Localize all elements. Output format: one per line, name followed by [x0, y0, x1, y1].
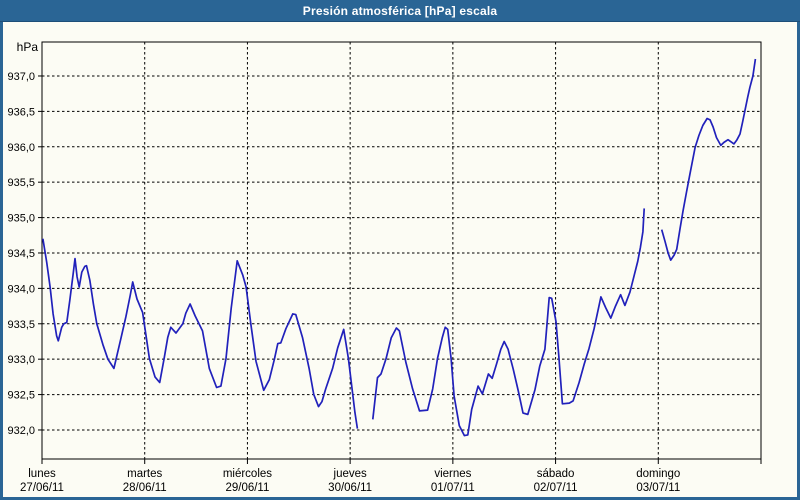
- y-tick-label: 932,0: [7, 425, 35, 437]
- day-date-label: 30/06/11: [328, 482, 372, 494]
- window-title: Presión atmosférica [hPa] escala: [302, 3, 498, 18]
- y-tick-label: 933,0: [7, 354, 35, 366]
- y-tick-label: 934,5: [7, 248, 35, 260]
- chart-area: [3, 22, 797, 497]
- day-date-label: 28/06/11: [123, 482, 167, 494]
- day-name-label: lunes: [28, 468, 56, 480]
- day-name-label: viernes: [434, 468, 471, 480]
- pressure-line: [660, 58, 757, 261]
- y-tick-label: 932,5: [7, 390, 35, 402]
- y-tick-label: 936,5: [7, 106, 35, 118]
- y-tick-label: 937,0: [7, 71, 35, 83]
- day-name-label: martes: [127, 468, 162, 480]
- y-tick-label: 935,5: [7, 177, 35, 189]
- y-tick-label: 935,0: [7, 213, 35, 225]
- day-date-label: 27/06/11: [20, 482, 64, 494]
- day-name-label: miércoles: [223, 468, 272, 480]
- y-tick-label: 933,5: [7, 319, 35, 331]
- y-axis-unit-label: hPa: [16, 40, 38, 54]
- title-bar: Presión atmosférica [hPa] escala: [0, 0, 800, 22]
- pressure-line: [371, 208, 646, 437]
- day-name-label: sábado: [537, 468, 575, 480]
- day-name-label: jueves: [333, 468, 367, 480]
- pressure-line: [42, 238, 359, 429]
- day-date-label: 03/07/11: [636, 482, 680, 494]
- plot-border: [41, 41, 762, 460]
- y-tick-label: 934,0: [7, 283, 35, 295]
- day-date-label: 02/07/11: [534, 482, 578, 494]
- day-date-label: 29/06/11: [225, 482, 269, 494]
- day-date-label: 01/07/11: [431, 482, 475, 494]
- day-name-label: domingo: [636, 468, 680, 480]
- y-tick-label: 936,0: [7, 142, 35, 154]
